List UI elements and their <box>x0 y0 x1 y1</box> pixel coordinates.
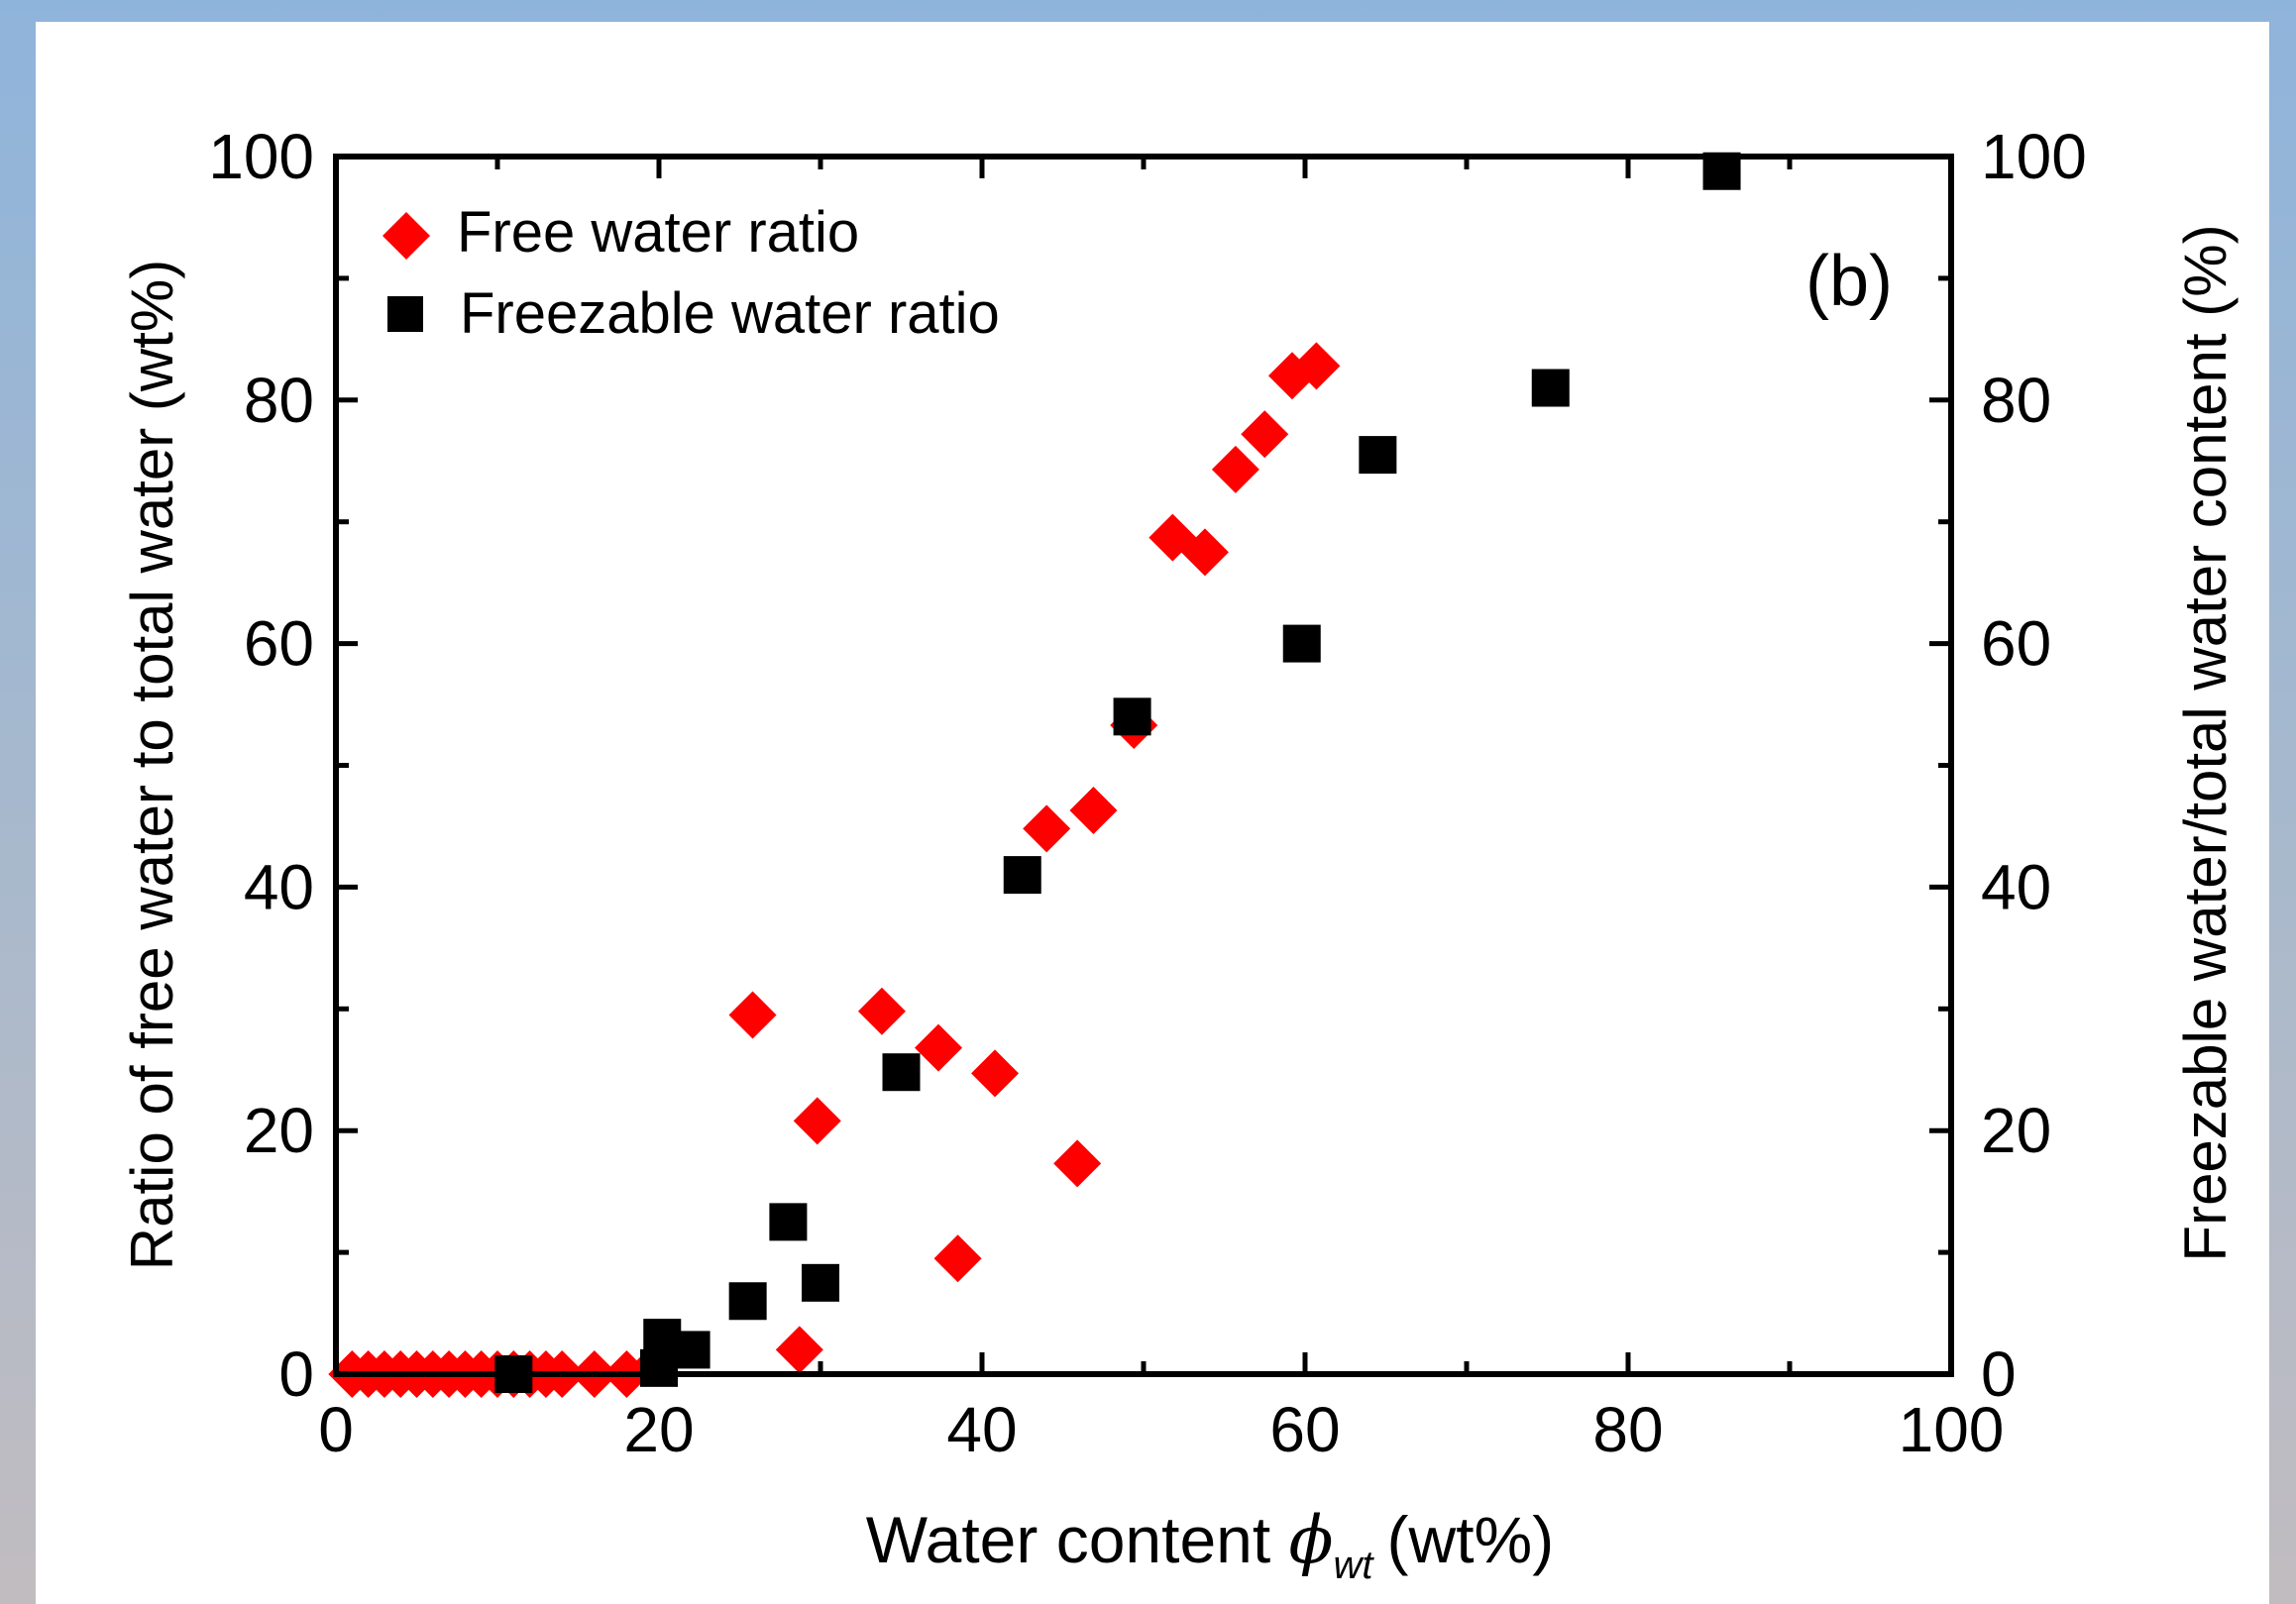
y-tick-label-left: 0 <box>278 1338 314 1410</box>
y-tick-label-right: 60 <box>1981 608 2051 680</box>
x-tick-label: 60 <box>1269 1394 1340 1465</box>
x-tick-label: 20 <box>623 1394 694 1465</box>
free-water-point <box>1292 342 1341 390</box>
x-tick-label: 0 <box>318 1394 354 1465</box>
x-axis-title: Water content ϕwt (wt%) <box>866 1502 1554 1587</box>
freezable-water-point <box>769 1203 808 1241</box>
y-tick-label-left: 40 <box>244 851 314 922</box>
free-water-point <box>1180 528 1229 577</box>
y-axis-right-title: Freezable water/total water content (%) <box>2172 224 2239 1261</box>
freezable-water-point <box>1113 697 1151 736</box>
free-water-point <box>1023 804 1071 853</box>
free-water-point <box>1069 786 1118 834</box>
legend-label-freezable-water: Freezable water ratio <box>460 281 1000 346</box>
x-axis-title-unit: (wt%) <box>1387 1503 1555 1576</box>
y-tick-label-left: 100 <box>208 121 314 192</box>
freezable-water-point <box>672 1331 711 1369</box>
y-tick-label-right: 40 <box>1981 851 2051 922</box>
freezable-water-point <box>1531 369 1570 407</box>
free-water-point <box>933 1234 982 1283</box>
panel-label: (b) <box>1805 242 1893 321</box>
free-water-point <box>1053 1139 1102 1188</box>
free-water-point <box>793 1097 841 1145</box>
freezable-water-point <box>882 1053 921 1092</box>
plot-area-frame <box>333 154 1954 1377</box>
x-axis-title-subscript: wt <box>1334 1544 1375 1587</box>
figure-panel: 0 20 40 60 80 100 0 20 40 60 80 100 0 20 40 60 80 100 Fre… <box>36 22 2269 1604</box>
x-axis-title-symbol: ϕ <box>1289 1502 1334 1578</box>
markers-layer <box>328 152 1741 1398</box>
y-axis-left-title: Ratio of free water to total water (wt%) <box>119 260 185 1270</box>
freezable-water-point <box>728 1282 767 1321</box>
x-tick-label: 80 <box>1592 1394 1663 1465</box>
free-water-point <box>728 991 777 1039</box>
freezable-water-point <box>802 1263 839 1302</box>
y-tick-label-left: 20 <box>244 1095 314 1166</box>
free-water-point <box>775 1326 823 1374</box>
free-water-point <box>1211 445 1259 493</box>
freezable-water-point <box>1359 436 1397 475</box>
x-axis-title-text: Water content <box>866 1503 1270 1576</box>
y-tick-label-right: 100 <box>1981 121 2087 192</box>
y-tick-label-right: 20 <box>1981 1095 2051 1166</box>
y-tick-label-left: 80 <box>244 365 314 436</box>
y-tick-label-left: 60 <box>244 608 314 680</box>
free-water-point <box>857 987 906 1035</box>
x-tick-label: 40 <box>946 1394 1017 1465</box>
legend-marker-freezable-water <box>387 296 423 332</box>
freezable-water-point <box>1003 856 1041 895</box>
legend: Free water ratio Freezable water ratio <box>383 200 1000 346</box>
free-water-point <box>914 1023 962 1072</box>
freezable-water-point <box>1282 624 1321 663</box>
free-water-point <box>971 1049 1020 1098</box>
x-tick-label: 100 <box>1899 1394 2005 1465</box>
y-tick-label-right: 0 <box>1981 1338 2017 1410</box>
legend-label-free-water: Free water ratio <box>457 200 859 265</box>
y-tick-label-right: 80 <box>1981 365 2051 436</box>
free-water-point <box>1241 410 1289 459</box>
legend-marker-free-water <box>383 212 430 260</box>
